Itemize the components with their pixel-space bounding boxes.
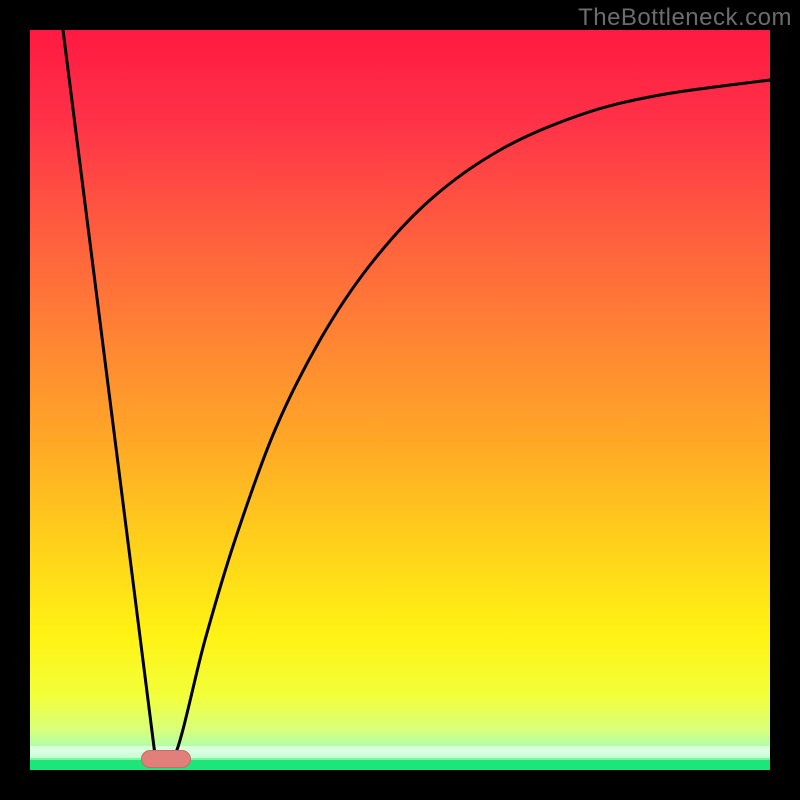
minimum-marker — [141, 750, 191, 768]
chart-stage: TheBottleneck.com — [0, 0, 800, 800]
curve-layer — [0, 0, 800, 800]
bottleneck-curve — [63, 30, 770, 764]
watermark-text: TheBottleneck.com — [578, 4, 792, 32]
